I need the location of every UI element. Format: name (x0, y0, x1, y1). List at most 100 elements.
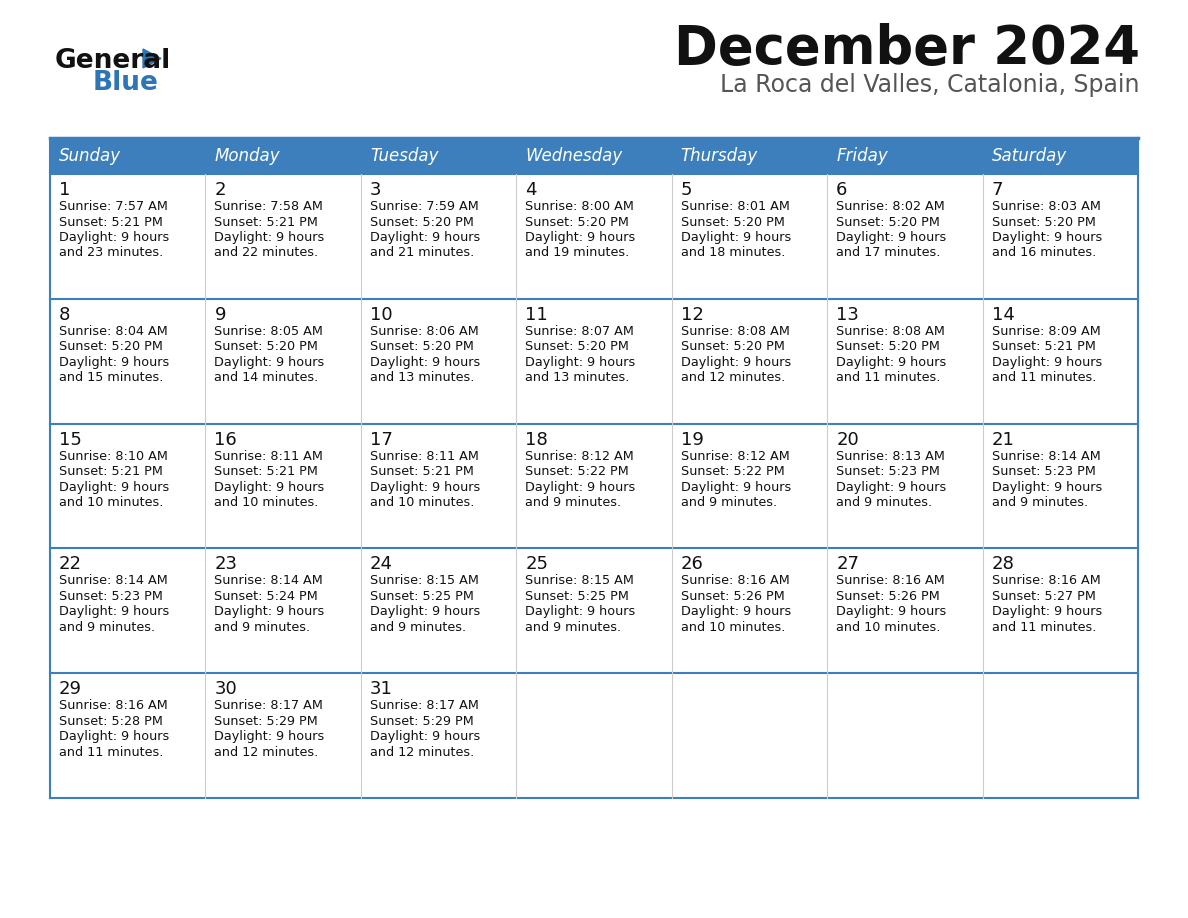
Bar (206, 174, 361, 298)
Bar (361, 138, 517, 174)
Bar (517, 548, 671, 673)
Bar (50, 673, 206, 798)
Text: Daylight: 9 hours: Daylight: 9 hours (59, 231, 169, 244)
Text: Daylight: 9 hours: Daylight: 9 hours (214, 231, 324, 244)
Text: Sunset: 5:21 PM: Sunset: 5:21 PM (992, 341, 1095, 353)
Text: 11: 11 (525, 306, 548, 324)
Text: Daylight: 9 hours: Daylight: 9 hours (836, 605, 947, 619)
Text: Daylight: 9 hours: Daylight: 9 hours (214, 356, 324, 369)
Text: Sunset: 5:25 PM: Sunset: 5:25 PM (369, 590, 474, 603)
Text: 10: 10 (369, 306, 392, 324)
Text: 25: 25 (525, 555, 549, 574)
Text: Sunset: 5:26 PM: Sunset: 5:26 PM (681, 590, 784, 603)
Text: 29: 29 (59, 680, 82, 699)
Text: Daylight: 9 hours: Daylight: 9 hours (836, 231, 947, 244)
Bar (827, 673, 982, 798)
Text: Sunrise: 8:08 AM: Sunrise: 8:08 AM (836, 325, 944, 338)
Text: Tuesday: Tuesday (369, 147, 438, 165)
Text: Daylight: 9 hours: Daylight: 9 hours (681, 605, 791, 619)
Bar (50, 174, 206, 298)
Text: Sunset: 5:22 PM: Sunset: 5:22 PM (681, 465, 784, 478)
Bar (517, 423, 671, 548)
Text: Sunrise: 8:02 AM: Sunrise: 8:02 AM (836, 200, 944, 213)
Text: Sunset: 5:20 PM: Sunset: 5:20 PM (525, 216, 630, 229)
Text: Sunrise: 8:14 AM: Sunrise: 8:14 AM (992, 450, 1100, 463)
Text: Sunrise: 8:17 AM: Sunrise: 8:17 AM (214, 700, 323, 712)
Bar (671, 174, 827, 298)
Bar (50, 423, 206, 548)
Bar (982, 673, 1138, 798)
Bar (827, 423, 982, 548)
Text: Monday: Monday (214, 147, 280, 165)
Text: and 9 minutes.: and 9 minutes. (992, 496, 1088, 509)
Text: 4: 4 (525, 181, 537, 199)
Text: Daylight: 9 hours: Daylight: 9 hours (369, 605, 480, 619)
Text: 3: 3 (369, 181, 381, 199)
Text: 8: 8 (59, 306, 70, 324)
Text: 17: 17 (369, 431, 393, 449)
Text: Sunrise: 8:14 AM: Sunrise: 8:14 AM (214, 575, 323, 588)
Text: and 11 minutes.: and 11 minutes. (992, 371, 1097, 385)
Polygon shape (143, 49, 162, 68)
Text: Sunset: 5:21 PM: Sunset: 5:21 PM (369, 465, 474, 478)
Text: Daylight: 9 hours: Daylight: 9 hours (681, 481, 791, 494)
Text: Daylight: 9 hours: Daylight: 9 hours (525, 481, 636, 494)
Text: Sunrise: 8:03 AM: Sunrise: 8:03 AM (992, 200, 1100, 213)
Text: Daylight: 9 hours: Daylight: 9 hours (214, 481, 324, 494)
Text: 14: 14 (992, 306, 1015, 324)
Text: Friday: Friday (836, 147, 887, 165)
Text: General: General (55, 48, 171, 74)
Text: Daylight: 9 hours: Daylight: 9 hours (525, 231, 636, 244)
Text: Daylight: 9 hours: Daylight: 9 hours (369, 231, 480, 244)
Bar (206, 548, 361, 673)
Text: 23: 23 (214, 555, 238, 574)
Text: Sunrise: 8:16 AM: Sunrise: 8:16 AM (59, 700, 168, 712)
Text: Daylight: 9 hours: Daylight: 9 hours (214, 730, 324, 744)
Bar (671, 138, 827, 174)
Text: and 22 minutes.: and 22 minutes. (214, 247, 318, 260)
Text: and 23 minutes.: and 23 minutes. (59, 247, 163, 260)
Text: Sunrise: 8:16 AM: Sunrise: 8:16 AM (681, 575, 790, 588)
Text: and 10 minutes.: and 10 minutes. (59, 496, 164, 509)
Text: Daylight: 9 hours: Daylight: 9 hours (369, 356, 480, 369)
Text: 24: 24 (369, 555, 393, 574)
Text: Sunrise: 8:10 AM: Sunrise: 8:10 AM (59, 450, 168, 463)
Text: Daylight: 9 hours: Daylight: 9 hours (525, 605, 636, 619)
Text: Sunset: 5:21 PM: Sunset: 5:21 PM (59, 216, 163, 229)
Text: Saturday: Saturday (992, 147, 1067, 165)
Text: La Roca del Valles, Catalonia, Spain: La Roca del Valles, Catalonia, Spain (720, 73, 1140, 97)
Text: Sunset: 5:20 PM: Sunset: 5:20 PM (525, 341, 630, 353)
Text: and 12 minutes.: and 12 minutes. (369, 745, 474, 758)
Text: Sunset: 5:20 PM: Sunset: 5:20 PM (836, 341, 940, 353)
Bar (982, 423, 1138, 548)
Bar (827, 548, 982, 673)
Text: 13: 13 (836, 306, 859, 324)
Text: and 9 minutes.: and 9 minutes. (525, 496, 621, 509)
Text: and 17 minutes.: and 17 minutes. (836, 247, 941, 260)
Text: 9: 9 (214, 306, 226, 324)
Text: Daylight: 9 hours: Daylight: 9 hours (992, 481, 1101, 494)
Text: Sunrise: 7:59 AM: Sunrise: 7:59 AM (369, 200, 479, 213)
Text: 2: 2 (214, 181, 226, 199)
Text: Daylight: 9 hours: Daylight: 9 hours (59, 605, 169, 619)
Text: Sunrise: 8:12 AM: Sunrise: 8:12 AM (525, 450, 634, 463)
Text: Sunset: 5:24 PM: Sunset: 5:24 PM (214, 590, 318, 603)
Text: and 19 minutes.: and 19 minutes. (525, 247, 630, 260)
Text: and 10 minutes.: and 10 minutes. (681, 621, 785, 634)
Text: Sunrise: 8:15 AM: Sunrise: 8:15 AM (369, 575, 479, 588)
Text: Daylight: 9 hours: Daylight: 9 hours (369, 730, 480, 744)
Text: and 11 minutes.: and 11 minutes. (836, 371, 941, 385)
Text: and 14 minutes.: and 14 minutes. (214, 371, 318, 385)
Text: Sunset: 5:20 PM: Sunset: 5:20 PM (992, 216, 1095, 229)
Text: Daylight: 9 hours: Daylight: 9 hours (214, 605, 324, 619)
Text: Sunrise: 8:06 AM: Sunrise: 8:06 AM (369, 325, 479, 338)
Text: Daylight: 9 hours: Daylight: 9 hours (59, 730, 169, 744)
Text: Sunrise: 8:07 AM: Sunrise: 8:07 AM (525, 325, 634, 338)
Text: and 11 minutes.: and 11 minutes. (992, 621, 1097, 634)
Bar (361, 174, 517, 298)
Bar (206, 423, 361, 548)
Text: Sunset: 5:29 PM: Sunset: 5:29 PM (214, 715, 318, 728)
Text: and 11 minutes.: and 11 minutes. (59, 745, 164, 758)
Text: 5: 5 (681, 181, 693, 199)
Text: Sunrise: 8:11 AM: Sunrise: 8:11 AM (214, 450, 323, 463)
